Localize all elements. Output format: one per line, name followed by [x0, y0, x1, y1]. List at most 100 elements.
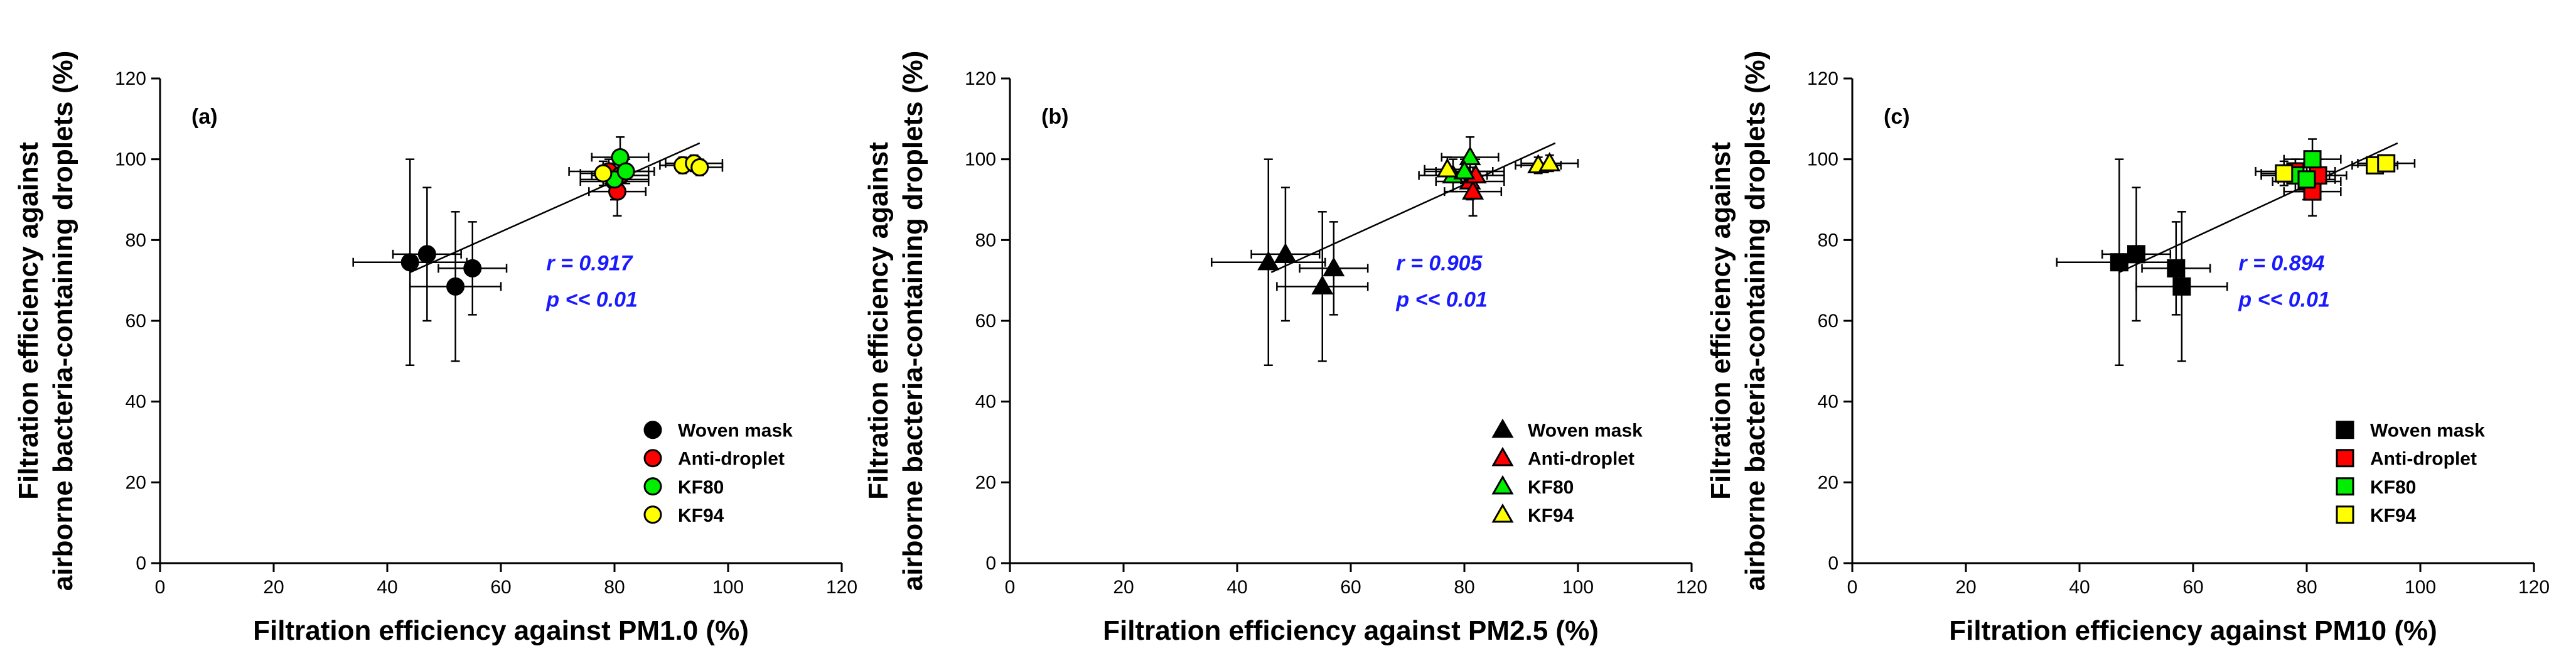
data-point-woven-mask	[417, 245, 436, 264]
y-tick-label: 60	[1818, 311, 1838, 331]
x-tick-label: 0	[1847, 577, 1858, 598]
y-axis-title-line-1: Filtration efficiency against	[13, 142, 44, 500]
legend-label: Woven mask	[2370, 421, 2485, 441]
chart-panel-b: 0 20 40 60 80 100 120 0 20 40 60 80 100 120 Filtration…	[863, 51, 1707, 646]
correlation-p-text: p << 0.01	[2238, 288, 2330, 311]
data-point-kf94	[690, 158, 709, 177]
y-tick-label: 100	[115, 149, 146, 170]
y-tick-label: 80	[126, 230, 146, 251]
x-tick-label: 100	[2405, 577, 2436, 598]
legend-marker-anti-droplet	[2336, 449, 2354, 468]
x-tick-label: 100	[712, 577, 744, 598]
legend: Woven mask Anti-droplet KF80 KF94	[2336, 421, 2485, 526]
y-tick-label: 120	[1807, 68, 1838, 89]
legend-label: Anti-droplet	[1528, 449, 1634, 470]
data-point-kf94	[1538, 152, 1561, 171]
panel-label: (a)	[191, 105, 218, 129]
x-tick-label: 120	[826, 577, 857, 598]
legend-label: Anti-droplet	[678, 449, 785, 470]
y-tick-label: 40	[126, 392, 146, 412]
legend-marker-anti-droplet	[1491, 446, 1514, 466]
legend-marker-woven-mask	[643, 421, 662, 439]
legend-marker-kf80	[2336, 477, 2354, 496]
y-axis-title-line-2: airborne bacteria-containing droplets (%…	[898, 51, 928, 591]
y-tick-label: 20	[1818, 472, 1838, 493]
regression-line	[409, 142, 700, 273]
y-tick-label: 80	[975, 230, 996, 251]
correlation-r-text: r = 0.905	[1396, 252, 1483, 276]
data-point-anti-droplet	[1462, 180, 1484, 200]
legend-label: KF94	[2370, 505, 2417, 526]
x-tick-label: 80	[1454, 577, 1474, 598]
legend-label: Anti-droplet	[2370, 449, 2477, 470]
x-tick-label: 0	[155, 577, 166, 598]
regression-line	[1270, 142, 1556, 273]
x-tick-label: 100	[1562, 577, 1594, 598]
y-tick-label: 80	[1818, 230, 1838, 251]
y-tick-label: 0	[1828, 553, 1838, 574]
correlation-p-text: p << 0.01	[1395, 288, 1488, 311]
data-point-woven-mask	[2172, 277, 2191, 296]
legend-marker-woven-mask	[2336, 421, 2354, 439]
data-point-kf80	[1453, 159, 1476, 180]
legend-marker-kf80	[643, 477, 662, 496]
data-point-kf94	[2275, 164, 2294, 183]
legend-label: KF80	[2370, 477, 2416, 498]
correlation-r-text: r = 0.894	[2238, 252, 2324, 276]
data-point-woven-mask	[2110, 253, 2128, 272]
legend-marker-woven-mask	[1491, 418, 1514, 438]
regression-line	[2118, 142, 2398, 273]
x-tick-label: 20	[263, 577, 284, 598]
chart-panel-a: 0 20 40 60 80 100 120 0 20 40 60 80 100 120 Filtration…	[13, 51, 857, 646]
data-point-woven-mask	[446, 277, 465, 296]
legend-label: Woven mask	[678, 421, 793, 441]
y-tick-label: 60	[126, 311, 146, 331]
legend-marker-kf94	[643, 505, 662, 524]
data-point-kf94	[594, 164, 613, 183]
x-tick-label: 40	[1226, 577, 1247, 598]
x-tick-label: 60	[1340, 577, 1361, 598]
legend-label: KF80	[678, 477, 724, 498]
data-point-kf80	[1459, 146, 1481, 166]
data-point-woven-mask	[463, 259, 482, 277]
legend: Woven mask Anti-droplet KF80 KF94	[643, 421, 793, 526]
legend-marker-kf94	[1491, 503, 1514, 523]
legend-marker-kf94	[2336, 505, 2354, 524]
y-tick-label: 20	[126, 472, 146, 493]
legend-label: KF94	[678, 505, 724, 526]
x-axis-title: Filtration efficiency against PM10 (%)	[1949, 615, 2437, 646]
chart-panel-c: 0 20 40 60 80 100 120 0 20 40 60 80 100 120 Filtration…	[1705, 51, 2550, 646]
x-tick-label: 0	[1005, 577, 1016, 598]
legend-label: KF94	[1528, 505, 1574, 526]
y-axis-title-line-1: Filtration efficiency against	[863, 142, 894, 500]
y-tick-label: 0	[136, 553, 146, 574]
data-point-kf94	[2377, 154, 2396, 173]
y-tick-label: 100	[965, 149, 996, 170]
x-tick-label: 40	[2069, 577, 2090, 598]
y-axis-title-line-2: airborne bacteria-containing droplets (%…	[48, 51, 78, 591]
legend-marker-anti-droplet	[643, 449, 662, 468]
y-tick-label: 0	[985, 553, 996, 574]
y-tick-label: 40	[1818, 392, 1838, 412]
x-tick-label: 60	[490, 577, 511, 598]
data-point-woven-mask	[400, 253, 419, 272]
legend-label: KF80	[1528, 477, 1574, 498]
y-tick-label: 100	[1807, 149, 1838, 170]
legend-label: Woven mask	[1528, 421, 1643, 441]
correlation-p-text: p << 0.01	[545, 288, 638, 311]
y-axis-title-line-1: Filtration efficiency against	[1705, 142, 1736, 500]
x-axis-title: Filtration efficiency against PM2.5 (%)	[1103, 615, 1599, 646]
x-tick-label: 20	[1113, 577, 1134, 598]
y-tick-label: 40	[975, 392, 996, 412]
x-axis-title: Filtration efficiency against PM1.0 (%)	[253, 615, 749, 646]
panel-label: (c)	[1884, 105, 1910, 129]
correlation-r-text: r = 0.917	[546, 252, 633, 276]
data-point-woven-mask	[1274, 242, 1297, 262]
x-tick-label: 120	[1676, 577, 1707, 598]
x-tick-label: 60	[2182, 577, 2203, 598]
data-point-woven-mask	[1311, 275, 1334, 295]
panel-label: (b)	[1041, 105, 1068, 129]
data-point-kf94	[1436, 158, 1459, 178]
x-tick-label: 20	[1955, 577, 1976, 598]
